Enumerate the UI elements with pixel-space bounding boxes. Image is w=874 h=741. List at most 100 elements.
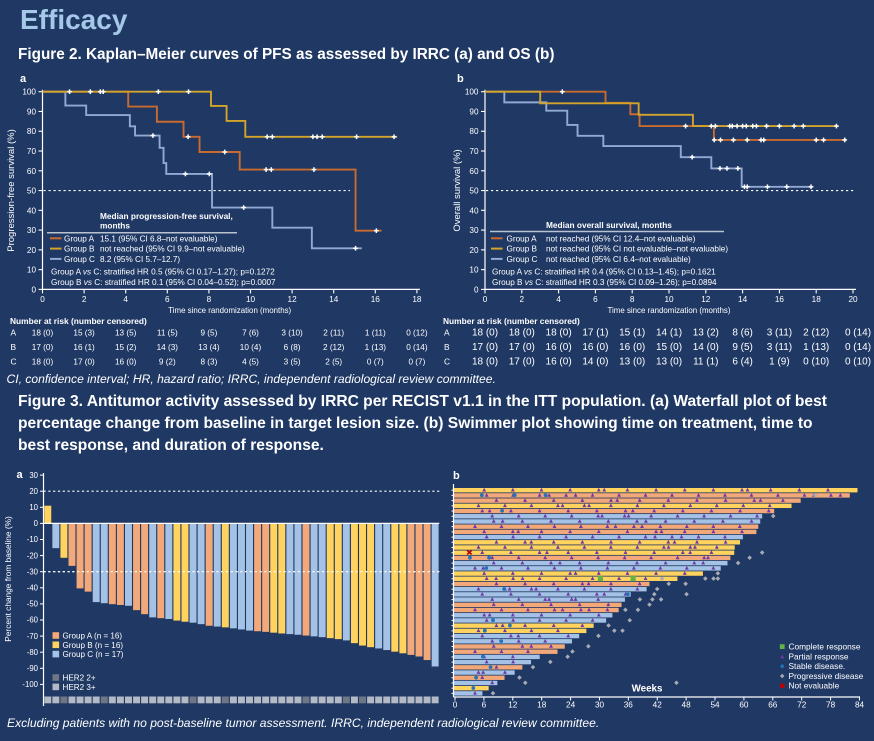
svg-text:2 (11): 2 (11) — [323, 329, 344, 338]
svg-text:8.2 (95% CI 5.7–12.7): 8.2 (95% CI 5.7–12.7) — [100, 255, 180, 264]
svg-text:18 (0): 18 (0) — [509, 328, 535, 339]
svg-text:Group A: Group A — [64, 234, 95, 243]
svg-text:15 (1): 15 (1) — [619, 328, 645, 339]
svg-text:20: 20 — [469, 246, 479, 255]
svg-text:Group A: Group A — [507, 234, 538, 243]
svg-text:Time since randomization (mont: Time since randomization (months) — [168, 306, 291, 315]
svg-text:17 (1): 17 (1) — [582, 328, 608, 339]
svg-text:Group B (n = 16): Group B (n = 16) — [63, 641, 124, 650]
svg-text:Group A vs C: stratified HR 0.: Group A vs C: stratified HR 0.5 (95% CI … — [51, 268, 275, 277]
svg-text:30: 30 — [27, 226, 37, 235]
svg-text:months: months — [100, 221, 130, 231]
svg-text:1 (9): 1 (9) — [769, 356, 790, 367]
svg-text:1 (13): 1 (13) — [803, 342, 829, 353]
svg-text:17 (0): 17 (0) — [472, 342, 498, 353]
svg-text:0 (10): 0 (10) — [845, 356, 871, 367]
svg-text:18 (0): 18 (0) — [546, 328, 572, 339]
svg-text:not reached (95% CI 12.4–not e: not reached (95% CI 12.4–not evaluable) — [546, 234, 696, 243]
svg-text:6 (4): 6 (4) — [732, 356, 753, 367]
svg-text:Complete response: Complete response — [789, 642, 861, 652]
svg-text:Percent change from baseline (: Percent change from baseline (%) — [3, 516, 13, 642]
svg-text:70: 70 — [469, 147, 479, 156]
svg-text:6: 6 — [593, 295, 598, 304]
svg-text:9 (5): 9 (5) — [732, 342, 753, 353]
svg-text:16 (1): 16 (1) — [73, 343, 95, 352]
svg-text:15 (3): 15 (3) — [73, 329, 95, 338]
svg-text:6 (8): 6 (8) — [284, 343, 301, 352]
svg-text:0 (14): 0 (14) — [406, 343, 428, 352]
svg-text:8 (6): 8 (6) — [732, 328, 753, 339]
svg-text:B: B — [11, 342, 17, 352]
svg-text:18: 18 — [537, 701, 547, 710]
svg-text:13 (0): 13 (0) — [656, 356, 682, 367]
svg-text:-40: -40 — [27, 584, 39, 593]
svg-text:80: 80 — [469, 127, 479, 136]
svg-text:0: 0 — [40, 295, 45, 304]
svg-text:16: 16 — [371, 295, 381, 304]
svg-text:Group B vs C: stratified HR 0.: Group B vs C: stratified HR 0.3 (95% CI … — [492, 278, 717, 287]
svg-text:18: 18 — [412, 295, 422, 304]
svg-text:Group B vs C: stratified HR 0.: Group B vs C: stratified HR 0.1 (95% CI … — [51, 278, 276, 287]
svg-text:30: 30 — [469, 226, 479, 235]
svg-text:16 (0): 16 (0) — [115, 357, 137, 366]
svg-text:3 (11): 3 (11) — [767, 342, 792, 353]
svg-text:11 (5): 11 (5) — [157, 329, 178, 338]
svg-text:0: 0 — [34, 519, 39, 528]
svg-text:C: C — [11, 356, 17, 366]
svg-text:Group B: Group B — [64, 245, 95, 254]
svg-text:not reached (95% CI 9.9–not ev: not reached (95% CI 9.9–not evaluable) — [100, 245, 245, 254]
svg-text:a: a — [20, 73, 27, 85]
svg-text:30: 30 — [595, 701, 605, 710]
svg-text:9 (2): 9 (2) — [159, 357, 176, 366]
svg-text:-20: -20 — [27, 551, 39, 560]
svg-text:80: 80 — [27, 127, 37, 136]
svg-text:Partial response: Partial response — [789, 651, 849, 661]
svg-text:16: 16 — [775, 295, 785, 304]
svg-text:a: a — [17, 469, 24, 481]
svg-text:36: 36 — [624, 701, 634, 710]
svg-text:0 (14): 0 (14) — [845, 342, 871, 353]
svg-text:18 (0): 18 (0) — [32, 329, 54, 338]
svg-text:84: 84 — [855, 701, 865, 710]
svg-text:13 (0): 13 (0) — [619, 356, 645, 367]
svg-text:13 (2): 13 (2) — [693, 328, 719, 339]
svg-text:0 (12): 0 (12) — [406, 329, 428, 338]
svg-text:24: 24 — [566, 701, 576, 710]
svg-text:14 (0): 14 (0) — [582, 356, 608, 367]
svg-text:Group A vs C: stratified HR 0.: Group A vs C: stratified HR 0.4 (95% CI … — [492, 268, 716, 277]
svg-text:18 (0): 18 (0) — [472, 356, 498, 367]
svg-text:8: 8 — [630, 295, 635, 304]
svg-text:14 (1): 14 (1) — [656, 328, 682, 339]
svg-text:10 (4): 10 (4) — [240, 343, 262, 352]
svg-text:-30: -30 — [27, 567, 39, 576]
svg-text:b: b — [457, 73, 464, 85]
svg-text:3 (5): 3 (5) — [284, 357, 301, 366]
svg-text:12: 12 — [288, 295, 298, 304]
svg-text:15 (0): 15 (0) — [656, 342, 682, 353]
svg-text:-50: -50 — [27, 600, 39, 609]
svg-text:Median progression-free surviv: Median progression-free survival, — [100, 211, 233, 221]
svg-text:-70: -70 — [27, 632, 39, 641]
svg-text:78: 78 — [826, 701, 836, 710]
svg-text:3 (10): 3 (10) — [281, 329, 303, 338]
svg-text:A: A — [444, 328, 450, 338]
svg-text:2: 2 — [520, 295, 525, 304]
svg-text:Group C: Group C — [507, 255, 538, 264]
svg-text:0 (10): 0 (10) — [803, 356, 829, 367]
svg-text:10: 10 — [29, 503, 38, 512]
svg-text:A: A — [11, 328, 17, 338]
svg-text:60: 60 — [739, 701, 749, 710]
svg-text:17 (0): 17 (0) — [509, 342, 535, 353]
svg-text:-10: -10 — [27, 535, 39, 544]
svg-text:11 (1): 11 (1) — [693, 356, 718, 367]
svg-text:13 (4): 13 (4) — [198, 343, 220, 352]
svg-text:4: 4 — [123, 295, 128, 304]
svg-text:-100: -100 — [22, 680, 38, 689]
svg-text:50: 50 — [27, 187, 37, 196]
svg-text:100: 100 — [465, 88, 479, 97]
svg-text:72: 72 — [797, 701, 807, 710]
svg-text:1 (11): 1 (11) — [365, 329, 386, 338]
svg-text:6: 6 — [165, 295, 170, 304]
svg-text:50: 50 — [469, 187, 479, 196]
svg-text:54: 54 — [710, 701, 720, 710]
